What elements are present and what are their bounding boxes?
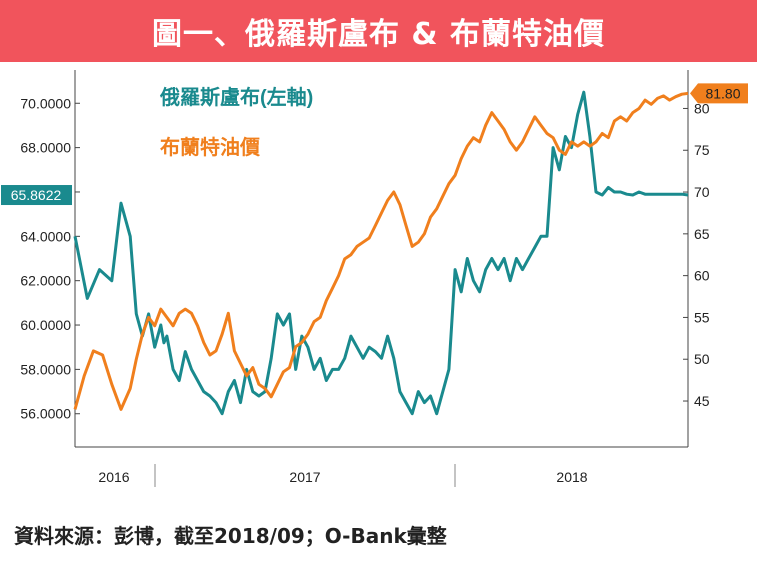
chart-title: 圖一、俄羅斯盧布 & 布蘭特油價	[151, 17, 606, 52]
right-tick-label: 45	[694, 393, 710, 409]
ruble-series-line	[73, 90, 689, 416]
x-tick-label: 2017	[289, 469, 320, 485]
left-tick-label: 62.0000	[20, 273, 71, 289]
left-tick-label: 56.0000	[20, 406, 71, 422]
ruble-last-value-label: 65.8622	[11, 187, 62, 203]
x-tick-label: 2016	[98, 469, 129, 485]
right-tick-label: 65	[694, 226, 710, 242]
brent-series-line	[73, 91, 689, 411]
x-tick-label: 2018	[556, 469, 587, 485]
left-tick-label: 58.0000	[20, 361, 71, 377]
left-tick-label: 68.0000	[20, 140, 71, 156]
chart-svg: 56.000058.000060.000062.000064.000066.00…	[1, 70, 748, 487]
left-tick-label: 70.0000	[20, 95, 71, 111]
right-tick-label: 55	[694, 309, 710, 325]
right-tick-label: 70	[694, 184, 710, 200]
left-tick-label: 60.0000	[20, 317, 71, 333]
right-tick-label: 60	[694, 268, 710, 284]
source-note: 資料來源：彭博，截至2018/09；O-Bank彙整	[14, 524, 447, 548]
chart-title-bar: 圖一、俄羅斯盧布 & 布蘭特油價	[0, 0, 757, 62]
right-tick-label: 75	[694, 142, 710, 158]
legend-ruble: 俄羅斯盧布(左軸)	[159, 85, 313, 109]
ruble-last-value-tag	[1, 185, 72, 206]
right-tick-label: 80	[694, 100, 710, 116]
chart-area: 56.000058.000060.000062.000064.000066.00…	[0, 62, 757, 502]
brent-last-value-label: 81.80	[705, 85, 740, 101]
right-tick-label: 50	[694, 351, 710, 367]
left-tick-label: 64.0000	[20, 228, 71, 244]
legend-brent: 布蘭特油價	[160, 135, 261, 159]
brent-last-value-tag	[690, 83, 748, 104]
